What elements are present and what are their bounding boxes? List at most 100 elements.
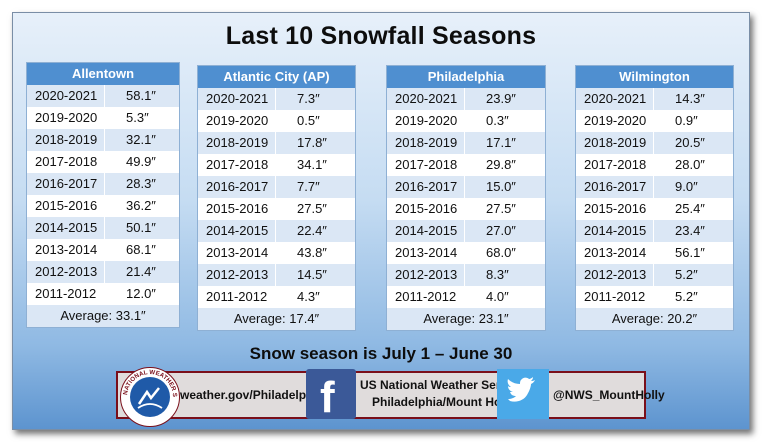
table-row: 2015-2016 27.5″ <box>387 198 545 220</box>
season-cell: 2019-2020 <box>198 110 276 132</box>
table-row: 2011-2012 4.3″ <box>198 286 355 308</box>
table-row: 2014-2015 22.4″ <box>198 220 355 242</box>
table-row: 2015-2016 27.5″ <box>198 198 355 220</box>
snowfall-cell: 17.1″ <box>486 135 516 150</box>
season-cell: 2011-2012 <box>198 286 276 308</box>
season-cell: 2015-2016 <box>576 198 654 220</box>
table-row: 2016-2017 7.7″ <box>198 176 355 198</box>
snowfall-cell: 17.8″ <box>297 135 327 150</box>
table-row: 2019-2020 0.5″ <box>198 110 355 132</box>
snowfall-cell: 0.5″ <box>297 113 320 128</box>
season-cell: 2016-2017 <box>387 176 465 198</box>
season-cell: 2016-2017 <box>198 176 276 198</box>
table-row: 2012-2013 8.3″ <box>387 264 545 286</box>
snowfall-table: Philadelphia 2020-2021 23.9″ 2019-2020 0.3″ 2… <box>386 65 546 331</box>
table-row: 2013-2014 68.1″ <box>27 239 179 261</box>
season-cell: 2014-2015 <box>198 220 276 242</box>
snowfall-cell: 7.7″ <box>297 179 320 194</box>
season-cell: 2019-2020 <box>387 110 465 132</box>
snowfall-cell: 12.0″ <box>126 286 156 301</box>
season-cell: 2015-2016 <box>27 195 105 217</box>
season-cell: 2018-2019 <box>387 132 465 154</box>
twitter-handle[interactable]: @NWS_MountHolly <box>553 388 665 402</box>
table-header-city: Philadelphia <box>387 66 545 88</box>
table-row: 2017-2018 34.1″ <box>198 154 355 176</box>
snowfall-cell: 29.8″ <box>486 157 516 172</box>
season-cell: 2013-2014 <box>198 242 276 264</box>
snowfall-cell: 25.4″ <box>675 201 705 216</box>
season-cell: 2012-2013 <box>576 264 654 286</box>
table-row: 2013-2014 43.8″ <box>198 242 355 264</box>
season-cell: 2018-2019 <box>198 132 276 154</box>
table-row: 2017-2018 28.0″ <box>576 154 733 176</box>
snowfall-cell: 15.0″ <box>486 179 516 194</box>
table-row: 2019-2020 0.3″ <box>387 110 545 132</box>
table-row: 2014-2015 23.4″ <box>576 220 733 242</box>
season-cell: 2012-2013 <box>198 264 276 286</box>
table-row: 2013-2014 56.1″ <box>576 242 733 264</box>
snowfall-cell: 56.1″ <box>675 245 705 260</box>
season-cell: 2018-2019 <box>576 132 654 154</box>
snowfall-cell: 32.1″ <box>126 132 156 147</box>
table-row: 2016-2017 28.3″ <box>27 173 179 195</box>
season-cell: 2013-2014 <box>27 239 105 261</box>
snowfall-table: Wilmington 2020-2021 14.3″ 2019-2020 0.9″ 201… <box>575 65 734 331</box>
snowfall-cell: 8.3″ <box>486 267 509 282</box>
snowfall-table: Atlantic City (AP) 2020-2021 7.3″ 2019-2020… <box>197 65 356 331</box>
season-cell: 2018-2019 <box>27 129 105 151</box>
season-cell: 2016-2017 <box>576 176 654 198</box>
snowfall-cell: 0.9″ <box>675 113 698 128</box>
snowfall-cell: 68.1″ <box>126 242 156 257</box>
table-row: 2015-2016 36.2″ <box>27 195 179 217</box>
season-cell: 2017-2018 <box>576 154 654 176</box>
snowfall-cell: 28.0″ <box>675 157 705 172</box>
table-row: 2016-2017 15.0″ <box>387 176 545 198</box>
snowfall-cell: 20.5″ <box>675 135 705 150</box>
season-cell: 2020-2021 <box>576 88 654 110</box>
table-row: 2012-2013 14.5″ <box>198 264 355 286</box>
snowfall-cell: 0.3″ <box>486 113 509 128</box>
snowfall-cell: 27.5″ <box>297 201 327 216</box>
table-row: 2017-2018 29.8″ <box>387 154 545 176</box>
snowfall-cell: 23.4″ <box>675 223 705 238</box>
table-row: 2014-2015 27.0″ <box>387 220 545 242</box>
season-cell: 2019-2020 <box>576 110 654 132</box>
snowfall-cell: 14.5″ <box>297 267 327 282</box>
nws-name-line1: US National Weather Service <box>360 378 524 392</box>
facebook-icon[interactable]: f <box>306 369 356 422</box>
season-cell: 2020-2021 <box>198 88 276 110</box>
snowfall-cell: 4.3″ <box>297 289 320 304</box>
season-cell: 2016-2017 <box>27 173 105 195</box>
table-row: 2019-2020 5.3″ <box>27 107 179 129</box>
table-row: 2012-2013 21.4″ <box>27 261 179 283</box>
season-cell: 2017-2018 <box>387 154 465 176</box>
season-cell: 2017-2018 <box>27 151 105 173</box>
website-link[interactable]: weather.gov/Philadelphia <box>180 388 324 402</box>
snowfall-cell: 36.2″ <box>126 198 156 213</box>
season-cell: 2014-2015 <box>576 220 654 242</box>
snowfall-cell: 21.4″ <box>126 264 156 279</box>
snowfall-table: Allentown 2020-2021 58.1″ 2019-2020 5.3″ 2018… <box>26 62 180 328</box>
season-cell: 2011-2012 <box>387 286 465 308</box>
table-row: 2018-2019 20.5″ <box>576 132 733 154</box>
season-cell: 2012-2013 <box>27 261 105 283</box>
snowfall-cell: 28.3″ <box>126 176 156 191</box>
season-cell: 2015-2016 <box>198 198 276 220</box>
twitter-icon[interactable] <box>497 369 549 419</box>
table-row: 2018-2019 17.1″ <box>387 132 545 154</box>
table-row: 2011-2012 12.0″ <box>27 283 179 305</box>
table-row: 2015-2016 25.4″ <box>576 198 733 220</box>
table-header-city: Allentown <box>27 63 179 85</box>
season-cell: 2011-2012 <box>576 286 654 308</box>
table-row: 2011-2012 5.2″ <box>576 286 733 308</box>
table-row: 2012-2013 5.2″ <box>576 264 733 286</box>
table-row: 2016-2017 9.0″ <box>576 176 733 198</box>
snowfall-cell: 27.0″ <box>486 223 516 238</box>
snowfall-cell: 5.2″ <box>675 267 698 282</box>
snowfall-cell: 23.9″ <box>486 91 516 106</box>
nws-name-line2: Philadelphia/Mount Holly <box>372 395 515 409</box>
snowfall-cell: 58.1″ <box>126 88 156 103</box>
season-cell: 2015-2016 <box>387 198 465 220</box>
snowfall-cell: 14.3″ <box>675 91 705 106</box>
season-cell: 2014-2015 <box>387 220 465 242</box>
